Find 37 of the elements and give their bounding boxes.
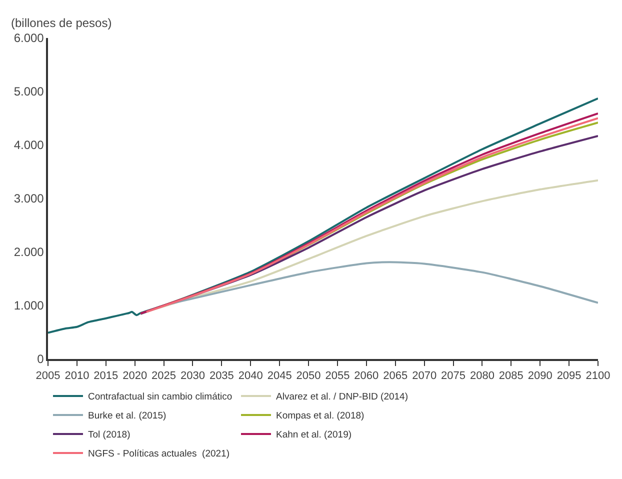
x-tick-label: 2040 (238, 370, 263, 382)
x-tick-label: 2055 (325, 370, 350, 382)
x-tick-label: 2095 (556, 370, 582, 382)
x-tick-label: 2005 (36, 370, 60, 382)
y-tick-label: 0 (37, 352, 44, 366)
x-tick-label: 2065 (383, 370, 408, 382)
x-tick-label: 2070 (412, 370, 437, 382)
legend-label: Kahn et al. (2019) (276, 430, 352, 441)
legend-label: Kompas et al. (2018) (276, 410, 364, 422)
line-series (48, 97, 598, 334)
y-tick-label: 6.000 (14, 31, 44, 46)
x-tick-label: 2090 (528, 370, 552, 382)
y-tick-label: 4.000 (14, 138, 44, 152)
x-tick-label: 2035 (209, 370, 234, 382)
x-tick-label: 2045 (267, 370, 292, 382)
x-tick-label: 2030 (180, 370, 205, 382)
y-tick-label: 3.000 (14, 192, 44, 206)
x-tick-label: 2020 (122, 370, 148, 382)
y-tick-label: 1.000 (14, 298, 44, 313)
y-axis-title: (billones de pesos) (11, 16, 112, 30)
legend-label: Contrafactual sin cambio climático (88, 392, 232, 403)
y-tick-label: 5.000 (14, 84, 44, 99)
legend-label: Alvarez et al. / DNP-BID (2014) (276, 392, 408, 403)
x-tick-label: 2085 (498, 370, 524, 382)
line-series (140, 261, 598, 316)
x-tick-label: 2015 (94, 370, 118, 382)
legend-label: NGFS - Políticas actuales (2021) (88, 448, 230, 460)
x-tick-label: 2025 (152, 370, 176, 382)
x-tick-label: 2100 (586, 370, 610, 382)
x-tick-label: 2050 (296, 370, 321, 382)
x-tick-label: 2010 (64, 370, 90, 382)
legend-label: Tol (2018) (88, 430, 130, 441)
x-tick-label: 2080 (470, 370, 494, 382)
y-tick-label: 2.000 (14, 245, 44, 260)
legend-label: Burke et al. (2015) (88, 410, 166, 422)
x-tick-label: 2060 (354, 370, 379, 382)
x-tick-label: 2075 (441, 370, 466, 382)
